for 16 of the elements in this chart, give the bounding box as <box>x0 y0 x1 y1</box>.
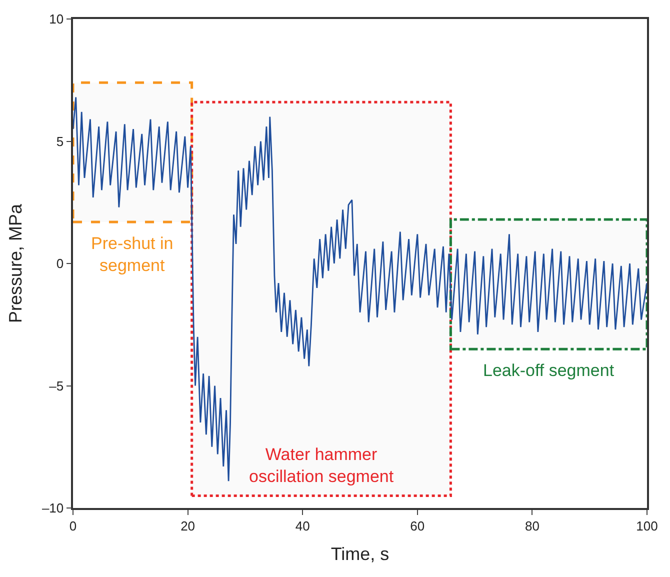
y-tick-label: 10 <box>49 12 64 27</box>
y-tick-label: 5 <box>56 134 64 149</box>
x-tick-label: 40 <box>295 518 310 534</box>
x-axis-title: Time, s <box>330 544 390 564</box>
y-tick-label: 0 <box>56 256 64 272</box>
band-label: Water hammer oscillation segment <box>249 445 394 486</box>
x-tick-label: 0 <box>69 518 77 534</box>
x-tick-label: 80 <box>524 518 540 534</box>
x-tick-label: 60 <box>410 518 425 534</box>
band-label: Pre-shut in segment <box>91 234 174 276</box>
x-tick-label: 100 <box>636 518 658 534</box>
y-tick-label: –5 <box>49 378 64 394</box>
y-tick-label: –10 <box>42 500 64 516</box>
band-label: Leak-off segment <box>483 361 614 380</box>
y-axis-title: Pressure, MPa <box>6 202 26 324</box>
x-tick-label: 20 <box>180 518 196 534</box>
